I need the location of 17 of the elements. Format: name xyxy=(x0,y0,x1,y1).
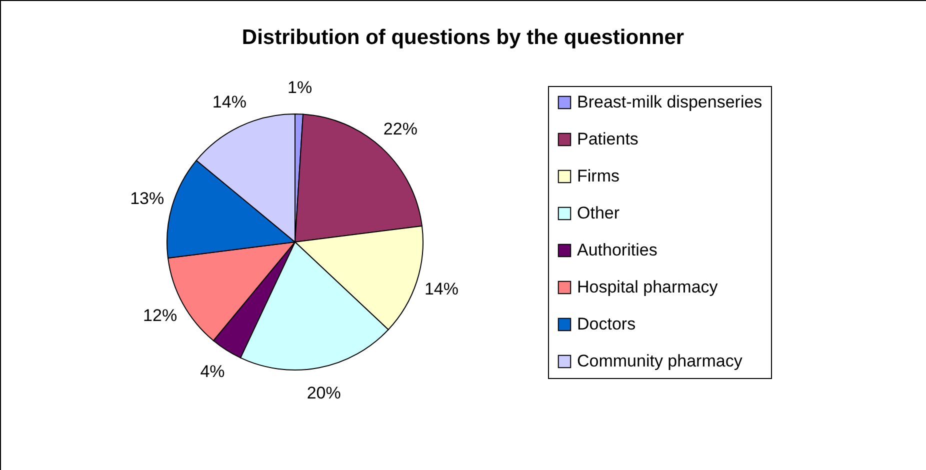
legend-label: Hospital pharmacy xyxy=(577,278,718,296)
data-label: 20% xyxy=(306,383,341,402)
legend-label: Authorities xyxy=(577,240,658,260)
legend-label: Patients xyxy=(577,130,638,148)
data-label: 13% xyxy=(130,189,164,208)
data-label: 14% xyxy=(212,92,246,112)
data-label: 1% xyxy=(288,78,312,98)
legend-label: Community pharmacy xyxy=(577,352,743,370)
data-label: 22% xyxy=(383,120,418,139)
chart-title: Distribution of questions by the questionner xyxy=(242,26,684,49)
data-label: 4% xyxy=(200,362,225,382)
legend-label: Firms xyxy=(577,166,620,186)
legend-label: Other xyxy=(577,204,620,222)
data-label: 12% xyxy=(143,306,178,326)
legend-label: Doctors xyxy=(577,314,636,334)
legend-label: Breast-milk dispenseries xyxy=(577,92,762,112)
data-label: 14% xyxy=(424,280,458,299)
